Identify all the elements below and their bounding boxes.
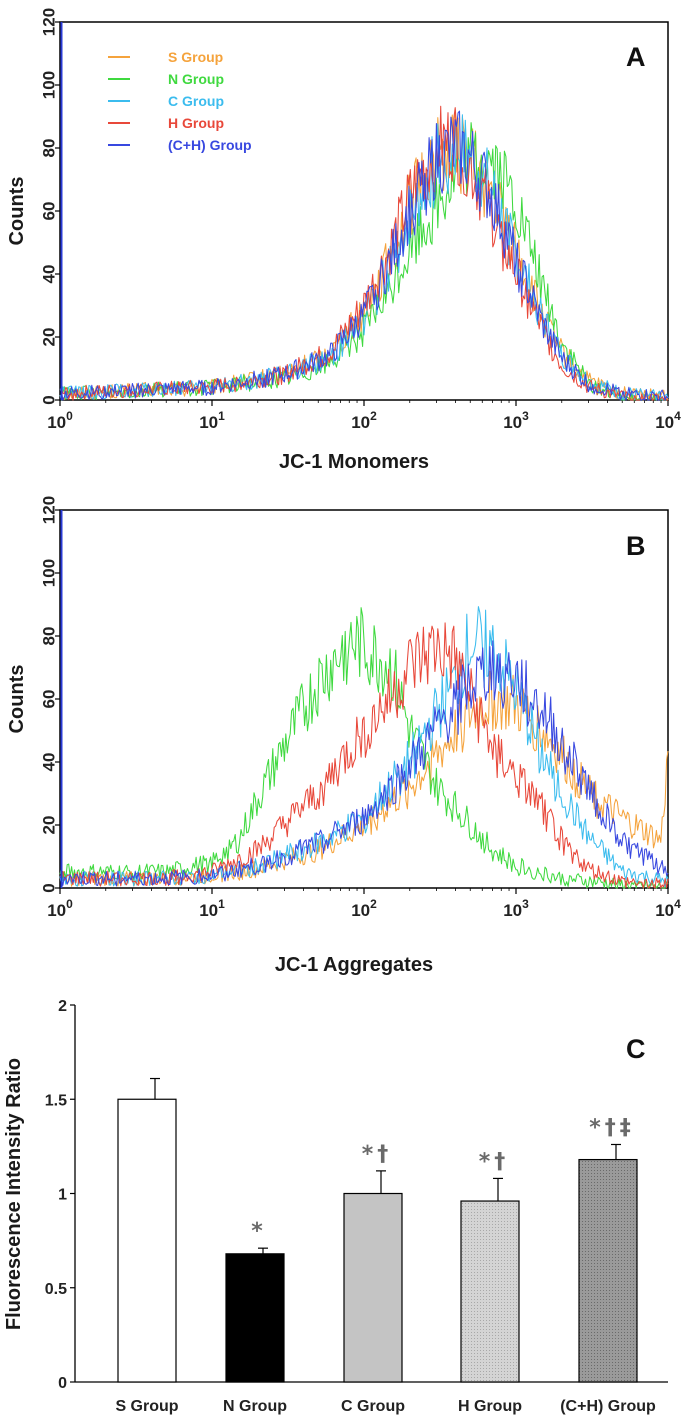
category-label: N Group [223,1398,287,1415]
b-ytick-label: 120 [40,496,59,524]
panel-a-ylabel: Counts [6,177,28,246]
legend-label: S Group [168,49,223,65]
a-xtick-label: 104 [655,409,681,432]
b-series-line-n-group [59,607,669,889]
a-xtick-label: 102 [351,409,377,432]
b-xtick-label: 103 [503,897,529,920]
b-ytick-label: 80 [40,627,59,646]
c-ytick-label: 0.5 [45,1281,67,1298]
b-ytick-label: 100 [40,559,59,587]
b-ytick-label: 20 [40,816,59,835]
panel-a-xlabel: JC-1 Monomers [279,451,429,473]
c-ytick-label: 1.5 [45,1092,67,1109]
b-xtick-label: 100 [47,897,73,920]
a-ytick-label: 40 [40,265,59,284]
significance-marker: *† [479,1149,510,1174]
a-ytick-label: 80 [40,139,59,158]
significance-marker: *† [362,1142,393,1167]
legend-label: N Group [168,71,224,87]
a-ytick-label: 0 [40,395,59,404]
bar-c-group [343,1192,403,1383]
b-series-line-c-group [59,606,669,888]
c-ytick-label: 0 [58,1375,67,1392]
bar-s-group [117,1098,177,1383]
legend-label: C Group [168,93,224,109]
b-ytick-label: 60 [40,690,59,709]
panel-c-label: C [626,1034,646,1064]
c-ytick-label: 1 [58,1187,67,1204]
b-xtick-label: 102 [351,897,377,920]
a-ytick-label: 20 [40,328,59,347]
category-label: H Group [458,1398,522,1415]
b-ytick-label: 0 [40,883,59,892]
panel-a-label: A [626,42,646,72]
legend-label: H Group [168,115,224,131]
a-series-line-h-group [59,105,668,401]
b-ytick-label: 40 [40,753,59,772]
panel-c: C Fluorescence Intensity Ratio 0 0.5 1 1.5 2… [3,998,668,1415]
panel-a-plot-area [59,21,669,401]
a-xtick-label: 101 [199,409,225,432]
legend-label: (C+H) Group [168,137,252,153]
a-xtick-label: 103 [503,409,529,432]
bar--c-h-group [578,1158,638,1383]
category-label: (C+H) Group [560,1398,656,1415]
a-ytick-label: 120 [40,8,59,36]
a-series-line--c-h-group [59,110,669,401]
panel-b-xlabel: JC-1 Aggregates [275,954,433,976]
a-ytick-label: 100 [40,71,59,99]
panel-b-label: B [626,531,646,561]
bar-h-group [460,1200,520,1383]
panel-a: A JC-1 Monomers Counts 0 20 40 60 80 100 120 1… [6,8,681,473]
c-ytick-label: 2 [58,998,67,1015]
a-ytick-label: 60 [40,202,59,221]
b-xtick-label: 101 [199,897,225,920]
category-label: S Group [115,1398,178,1415]
panel-b-plot-area [59,509,669,889]
b-series-line--c-h-group [59,640,669,887]
significance-marker: * [251,1219,267,1244]
panel-b-ylabel: Counts [6,665,28,734]
a-xtick-label: 100 [47,409,73,432]
category-label: C Group [341,1398,405,1415]
b-xtick-label: 104 [655,897,681,920]
significance-marker: *†‡ [589,1115,635,1140]
bar-n-group [225,1253,285,1383]
panel-c-ylabel: Fluorescence Intensity Ratio [3,1058,25,1330]
panel-b: B JC-1 Aggregates Counts 0 20 40 60 80 100 120… [6,496,681,976]
